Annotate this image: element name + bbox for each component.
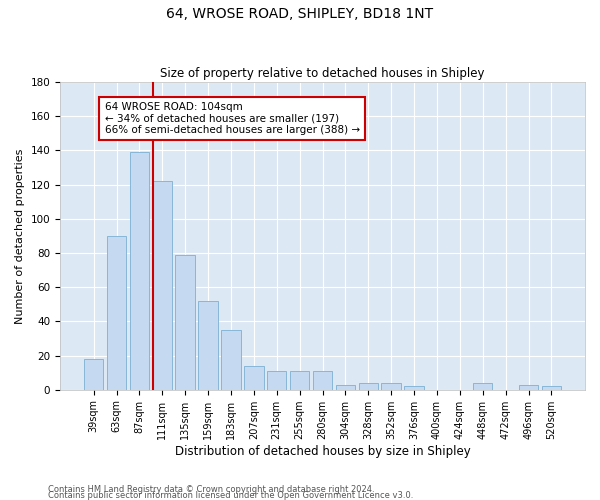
Bar <box>84 359 103 390</box>
Bar <box>313 371 332 390</box>
Bar <box>335 384 355 390</box>
Bar <box>473 383 493 390</box>
Bar <box>290 371 310 390</box>
Bar <box>221 330 241 390</box>
X-axis label: Distribution of detached houses by size in Shipley: Distribution of detached houses by size … <box>175 444 470 458</box>
Text: Contains public sector information licensed under the Open Government Licence v3: Contains public sector information licen… <box>48 490 413 500</box>
Bar <box>542 386 561 390</box>
Bar <box>199 301 218 390</box>
Bar <box>152 181 172 390</box>
Bar <box>244 366 263 390</box>
Bar <box>130 152 149 390</box>
Bar <box>382 383 401 390</box>
Text: 64 WROSE ROAD: 104sqm
← 34% of detached houses are smaller (197)
66% of semi-det: 64 WROSE ROAD: 104sqm ← 34% of detached … <box>104 102 360 136</box>
Text: 64, WROSE ROAD, SHIPLEY, BD18 1NT: 64, WROSE ROAD, SHIPLEY, BD18 1NT <box>166 8 434 22</box>
Bar <box>404 386 424 390</box>
Bar <box>267 371 286 390</box>
Text: Contains HM Land Registry data © Crown copyright and database right 2024.: Contains HM Land Registry data © Crown c… <box>48 484 374 494</box>
Y-axis label: Number of detached properties: Number of detached properties <box>15 148 25 324</box>
Bar <box>359 383 378 390</box>
Bar <box>175 254 195 390</box>
Bar <box>519 384 538 390</box>
Title: Size of property relative to detached houses in Shipley: Size of property relative to detached ho… <box>160 66 485 80</box>
Bar <box>107 236 126 390</box>
